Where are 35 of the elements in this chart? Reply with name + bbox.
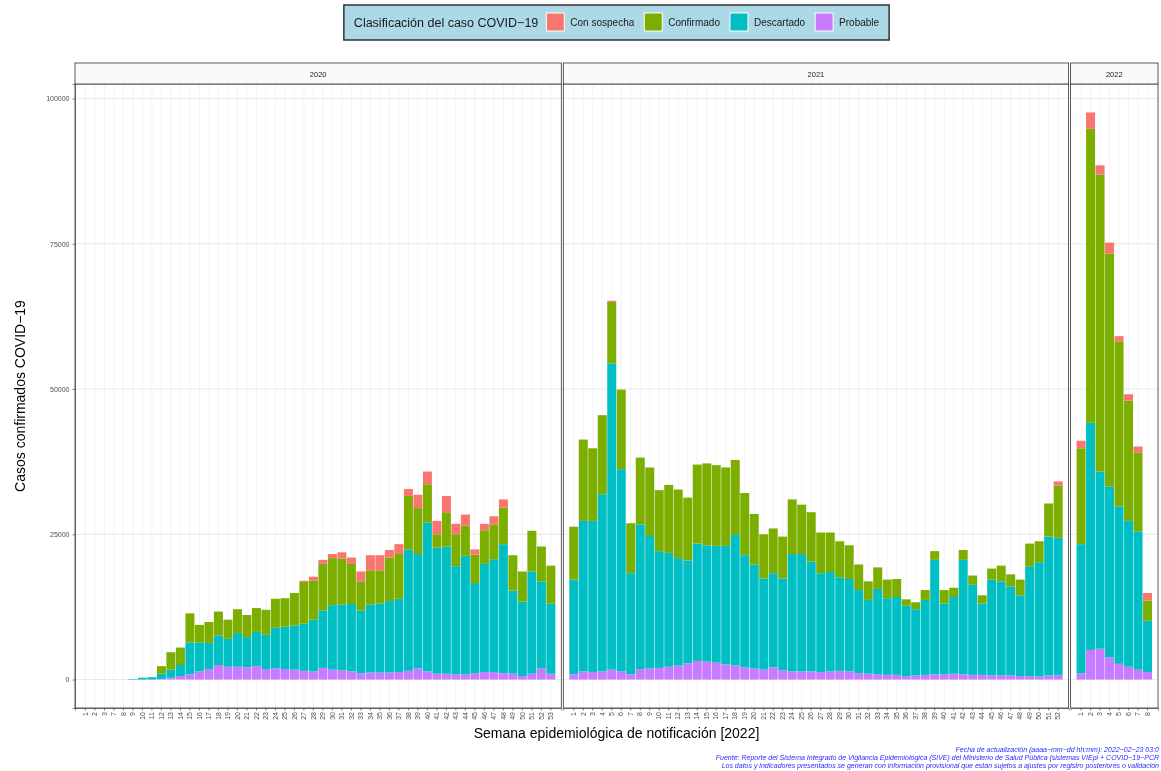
bar — [607, 301, 617, 364]
bar — [308, 576, 318, 581]
bar — [569, 526, 579, 580]
legend-label: Confirmado — [668, 17, 721, 28]
bar — [422, 471, 432, 485]
bar — [958, 549, 968, 560]
bar — [1053, 481, 1063, 486]
bar — [968, 575, 978, 585]
x-axis-title: Semana epidemiológica de notificación [2022] — [473, 725, 760, 741]
legend-label: Descartado — [753, 17, 806, 28]
bar — [1105, 242, 1115, 254]
bar — [441, 495, 451, 513]
bar — [977, 595, 987, 604]
bar — [1143, 600, 1153, 621]
bar — [498, 499, 508, 508]
legend-label: Probable — [839, 17, 880, 28]
bar — [470, 549, 480, 555]
bar — [1143, 592, 1153, 601]
bar — [1124, 394, 1134, 401]
bar — [1095, 165, 1105, 175]
legend-label: Con sospecha — [570, 17, 635, 28]
bar — [920, 590, 930, 600]
bar — [432, 520, 442, 535]
bar — [1114, 336, 1124, 342]
y-axis-title: Casos confirmados COVID−19 — [12, 299, 28, 492]
bar — [1086, 112, 1096, 129]
bar — [318, 559, 328, 564]
bar — [479, 523, 489, 531]
legend-title: Clasificación del caso COVID−19 — [353, 16, 539, 30]
bar — [356, 571, 366, 582]
bar — [489, 516, 499, 525]
bar — [930, 551, 940, 560]
bar — [1076, 440, 1086, 449]
bar — [616, 389, 626, 470]
bar — [1076, 448, 1086, 545]
